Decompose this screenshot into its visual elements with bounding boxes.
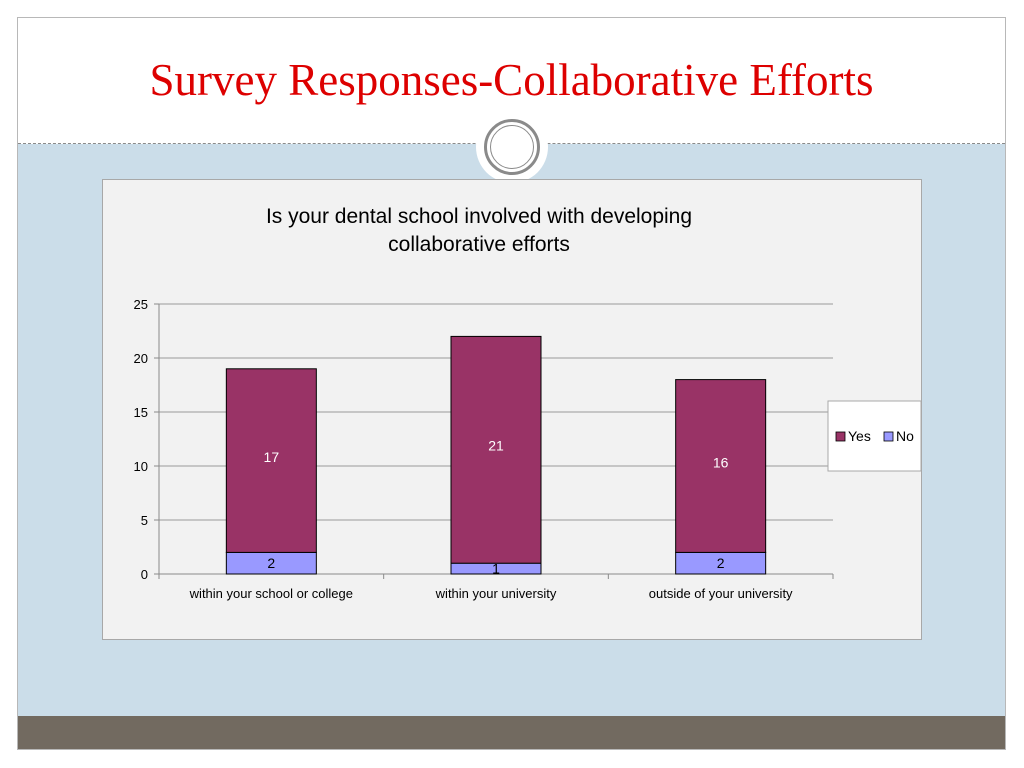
stacked-bar-chart: Is your dental school involved with deve… [103,180,921,639]
chart-title-line: Is your dental school involved with deve… [266,205,692,228]
chart-title-line: collaborative efforts [388,233,570,256]
y-tick-label: 0 [141,567,148,582]
data-label-no: 2 [267,555,275,571]
y-tick-label: 25 [134,297,148,312]
x-category-label: within your school or college [189,586,353,601]
circle-ornament-inner [490,125,534,169]
data-label-yes: 21 [488,437,504,453]
y-tick-label: 20 [134,351,148,366]
x-category-label: outside of your university [649,586,793,601]
legend-swatch-yes [836,432,845,441]
slide-title: Survey Responses-Collaborative Efforts [18,54,1005,106]
legend-label-no: No [896,428,914,444]
legend-swatch-no [884,432,893,441]
y-tick-label: 5 [141,513,148,528]
y-tick-label: 15 [134,405,148,420]
data-label-no: 2 [717,555,725,571]
footer-bar [18,716,1005,750]
data-label-yes: 16 [713,455,729,471]
data-label-yes: 17 [264,449,280,465]
legend-label-yes: Yes [848,428,871,444]
x-category-label: within your university [435,586,557,601]
y-tick-label: 10 [134,459,148,474]
chart-panel: Is your dental school involved with deve… [102,179,922,640]
